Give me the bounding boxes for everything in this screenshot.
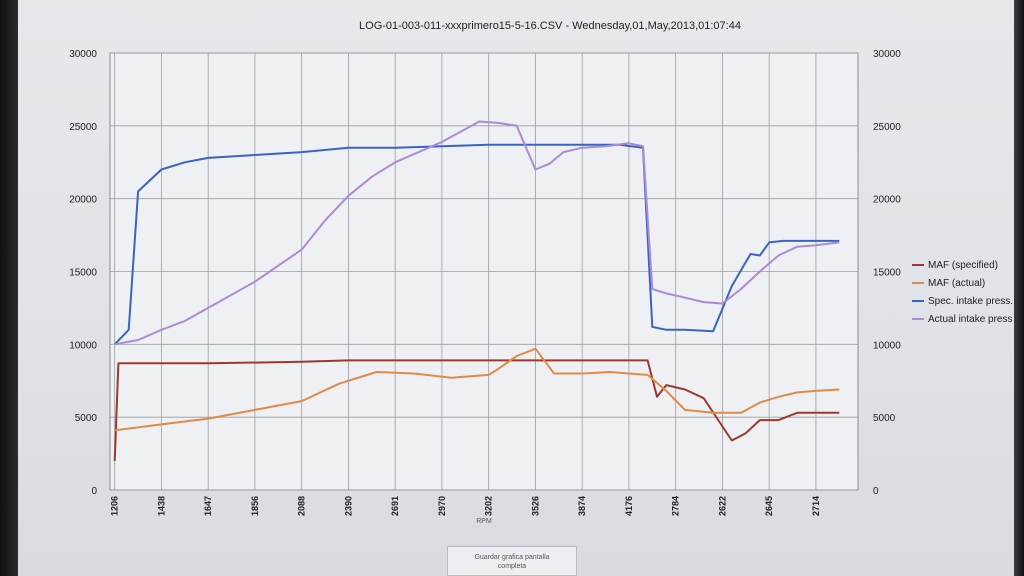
series-lines — [113, 120, 840, 461]
grid-lines — [110, 52, 858, 491]
series-line-3 — [114, 120, 840, 346]
save-fullscreen-chart-button[interactable]: Guardar grafica pantalla completa — [447, 546, 577, 576]
legend-label-2: Spec. intake press. — [928, 296, 1013, 307]
right-y-axis: 0 5000 10000 15000 20000 25000 30000 — [873, 49, 901, 497]
x-tick-label-9: 3526 — [530, 496, 540, 516]
x-tick-label-5: 2390 — [343, 496, 353, 516]
series-line-0 — [113, 359, 840, 461]
right-tick-label-3: 15000 — [873, 268, 901, 279]
x-tick-label-0: 1206 — [110, 496, 120, 516]
x-axis-label: RPM — [476, 518, 492, 525]
x-tick-label-14: 2645 — [764, 496, 774, 516]
right-tick-label-6: 30000 — [873, 49, 901, 60]
x-tick-label-1: 1438 — [156, 496, 166, 516]
monitor-bezel-left — [0, 0, 18, 576]
legend-label-1: MAF (actual) — [928, 278, 985, 289]
x-tick-label-15: 2714 — [811, 496, 821, 516]
left-tick-label-3: 15000 — [69, 268, 97, 279]
x-tick-label-11: 4176 — [624, 496, 634, 516]
x-tick-label-4: 2088 — [297, 496, 307, 516]
x-tick-label-7: 2970 — [437, 496, 447, 516]
left-tick-label-2: 10000 — [69, 340, 97, 351]
series-line-1 — [114, 347, 840, 432]
chart-title: LOG-01-003-011-xxxprimero15-5-16.CSV - W… — [359, 20, 741, 32]
right-tick-label-2: 10000 — [873, 340, 901, 351]
monitor-bezel-right — [1014, 0, 1024, 576]
x-tick-label-6: 2691 — [390, 496, 400, 516]
legend-label-3: Actual intake press — [928, 314, 1013, 325]
legend-label-0: MAF (specified) — [928, 260, 998, 271]
right-tick-label-4: 20000 — [873, 195, 901, 206]
left-tick-label-0: 0 — [91, 486, 97, 497]
left-tick-label-1: 5000 — [75, 413, 98, 424]
right-tick-label-5: 25000 — [873, 122, 901, 133]
x-tick-label-3: 1856 — [250, 496, 260, 516]
x-tick-label-2: 1647 — [203, 496, 213, 516]
series-line-2 — [113, 143, 840, 345]
x-tick-label-10: 3874 — [577, 496, 587, 516]
left-y-axis: 0 5000 10000 15000 20000 25000 30000 — [69, 49, 97, 497]
x-tick-label-8: 3202 — [484, 496, 494, 516]
legend: MAF (specified) MAF (actual) Spec. intake … — [912, 260, 1013, 325]
right-tick-label-0: 0 — [873, 486, 879, 497]
left-tick-label-6: 30000 — [69, 49, 97, 60]
x-axis: 1206 1438 1647 1856 2088 2390 2691 2970 3202 3526… — [110, 496, 821, 516]
right-tick-label-1: 5000 — [873, 413, 896, 424]
x-tick-label-13: 2622 — [717, 496, 727, 516]
left-tick-label-5: 25000 — [69, 122, 97, 133]
x-tick-label-12: 2784 — [671, 496, 681, 516]
left-tick-label-4: 20000 — [69, 195, 97, 206]
